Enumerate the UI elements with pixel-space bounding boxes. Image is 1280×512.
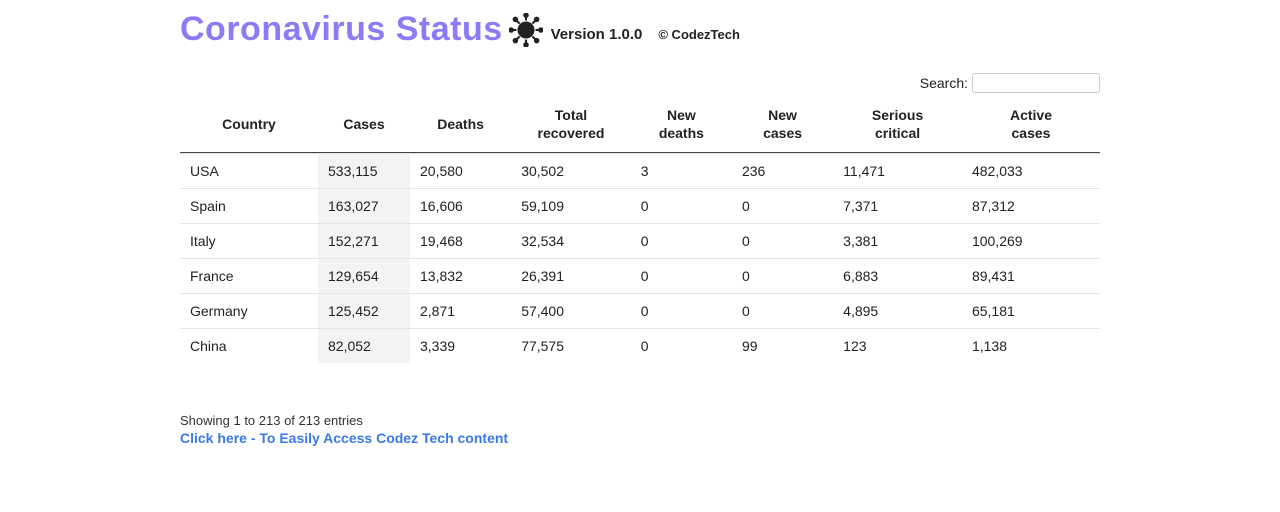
column-header-deaths[interactable]: Deaths [410, 97, 511, 153]
cell-total_recovered: 57,400 [511, 294, 631, 329]
cell-cases: 163,027 [318, 189, 410, 224]
cell-deaths: 13,832 [410, 259, 511, 294]
cell-country: Spain [180, 189, 318, 224]
table-header: CountryCasesDeathsTotalrecoveredNewdeath… [180, 97, 1100, 153]
cell-serious_critical: 3,381 [833, 224, 962, 259]
cell-country: China [180, 329, 318, 364]
cell-country: Italy [180, 224, 318, 259]
data-table: CountryCasesDeathsTotalrecoveredNewdeath… [180, 97, 1100, 153]
search-row: Search: [180, 73, 1100, 93]
cell-deaths: 19,468 [410, 224, 511, 259]
entries-info: Showing 1 to 213 of 213 entries [180, 413, 1100, 428]
column-header-new_deaths[interactable]: Newdeaths [631, 97, 732, 153]
cell-total_recovered: 30,502 [511, 154, 631, 189]
cell-new_cases: 236 [732, 154, 833, 189]
cell-new_deaths: 0 [631, 259, 732, 294]
search-label: Search: [920, 75, 968, 91]
cell-total_recovered: 32,534 [511, 224, 631, 259]
cell-new_deaths: 0 [631, 294, 732, 329]
cell-new_cases: 0 [732, 224, 833, 259]
cell-active_cases: 65,181 [962, 294, 1100, 329]
cell-deaths: 2,871 [410, 294, 511, 329]
cell-cases: 125,452 [318, 294, 410, 329]
cell-cases: 533,115 [318, 154, 410, 189]
cell-total_recovered: 59,109 [511, 189, 631, 224]
header: Coronavirus Status [180, 10, 1100, 49]
cell-cases: 152,271 [318, 224, 410, 259]
search-input[interactable] [972, 73, 1100, 93]
cell-active_cases: 87,312 [962, 189, 1100, 224]
cell-serious_critical: 7,371 [833, 189, 962, 224]
virus-icon [509, 13, 543, 47]
cell-deaths: 20,580 [410, 154, 511, 189]
cell-new_cases: 99 [732, 329, 833, 364]
cell-serious_critical: 123 [833, 329, 962, 364]
cell-active_cases: 89,431 [962, 259, 1100, 294]
column-header-total_recovered[interactable]: Totalrecovered [511, 97, 631, 153]
column-header-cases[interactable]: Cases [318, 97, 410, 153]
cell-serious_critical: 6,883 [833, 259, 962, 294]
version-label: Version 1.0.0 [551, 26, 643, 49]
cell-country: USA [180, 154, 318, 189]
table-row: Spain163,02716,60659,109007,37187,312 [180, 189, 1100, 224]
cell-new_deaths: 0 [631, 329, 732, 364]
page-root: Coronavirus Status [0, 0, 1280, 446]
table-body: USA533,11520,58030,502323611,471482,033S… [180, 154, 1100, 364]
data-table-wrap: CountryCasesDeathsTotalrecoveredNewdeath… [180, 97, 1100, 407]
column-header-serious_critical[interactable]: Seriouscritical [833, 97, 962, 153]
column-header-new_cases[interactable]: Newcases [732, 97, 833, 153]
cell-new_cases: 0 [732, 189, 833, 224]
cell-active_cases: 1,138 [962, 329, 1100, 364]
column-header-active_cases[interactable]: Activecases [962, 97, 1100, 153]
cell-serious_critical: 11,471 [833, 154, 962, 189]
column-header-country[interactable]: Country [180, 97, 318, 153]
cell-new_cases: 0 [732, 259, 833, 294]
cell-deaths: 16,606 [410, 189, 511, 224]
promo-link[interactable]: Click here - To Easily Access Codez Tech… [180, 430, 1100, 446]
cell-serious_critical: 4,895 [833, 294, 962, 329]
cell-new_cases: 0 [732, 294, 833, 329]
table-row: Germany125,4522,87157,400004,89565,181 [180, 294, 1100, 329]
cell-active_cases: 100,269 [962, 224, 1100, 259]
cell-new_deaths: 3 [631, 154, 732, 189]
copyright-label: © CodezTech [658, 27, 740, 49]
table-row: Italy152,27119,46832,534003,381100,269 [180, 224, 1100, 259]
cell-total_recovered: 26,391 [511, 259, 631, 294]
cell-total_recovered: 77,575 [511, 329, 631, 364]
cell-deaths: 3,339 [410, 329, 511, 364]
cell-new_deaths: 0 [631, 189, 732, 224]
cell-cases: 82,052 [318, 329, 410, 364]
cell-cases: 129,654 [318, 259, 410, 294]
cell-active_cases: 482,033 [962, 154, 1100, 189]
cell-country: Germany [180, 294, 318, 329]
table-row: France129,65413,83226,391006,88389,431 [180, 259, 1100, 294]
cell-new_deaths: 0 [631, 224, 732, 259]
table-row: USA533,11520,58030,502323611,471482,033 [180, 154, 1100, 189]
table-row: China82,0523,33977,5750991231,138 [180, 329, 1100, 364]
page-title: Coronavirus Status [180, 10, 503, 49]
table-scroll-body[interactable]: USA533,11520,58030,502323611,471482,033S… [180, 153, 1100, 407]
cell-country: France [180, 259, 318, 294]
